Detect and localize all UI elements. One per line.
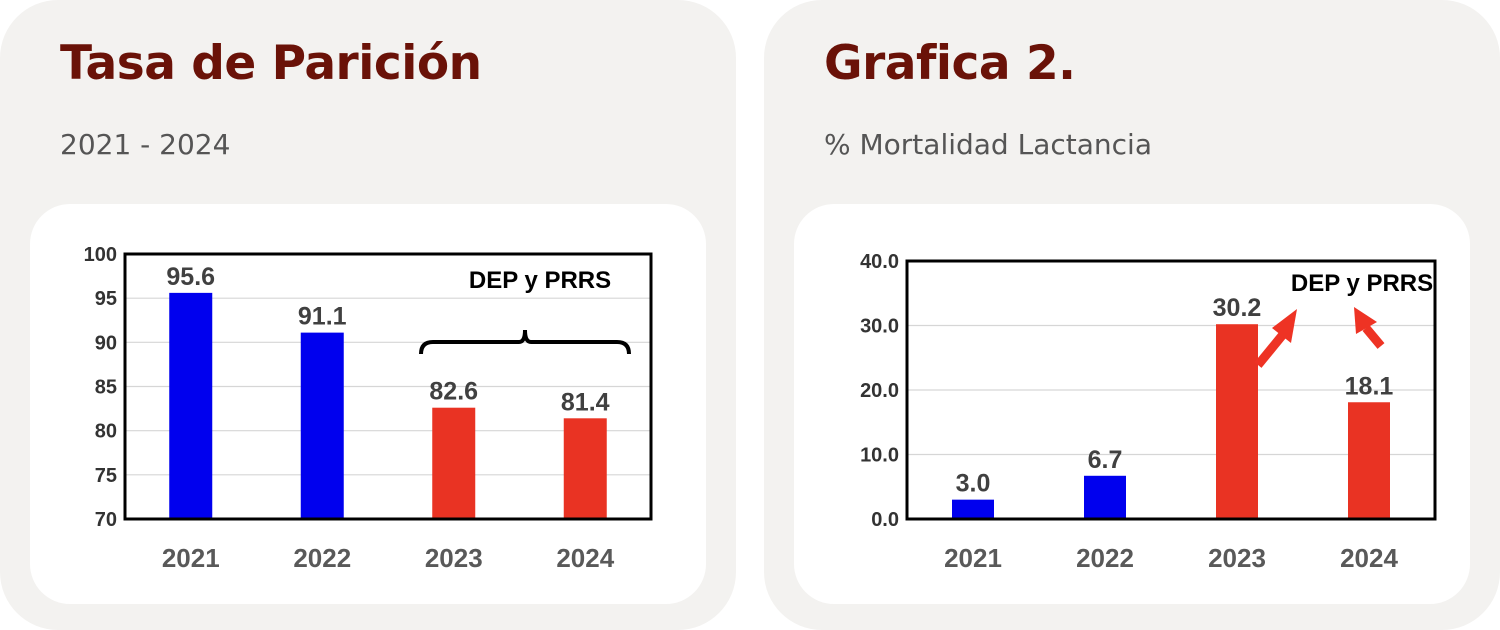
x-tick-label: 2023 <box>1208 543 1266 573</box>
chart-panel-tasa-paricion: Tasa de Parición 2021 - 2024 70 75 80 85 90 9… <box>0 0 736 630</box>
annotation-arrow-shaft <box>1254 329 1289 368</box>
y-tick-label: 90 <box>95 332 117 354</box>
y-tick-label: 70 <box>95 509 117 531</box>
data-label: 3.0 <box>956 470 991 498</box>
panel-title: Grafica 2. <box>824 36 1076 91</box>
data-label: 91.1 <box>298 303 347 331</box>
x-tick-label: 2021 <box>944 543 1002 573</box>
annotation-arrow-head <box>1354 307 1377 334</box>
y-tick-label: 10.0 <box>860 445 899 467</box>
annotation-label: DEP y PRRS <box>1291 270 1433 297</box>
annotation-arrow-shaft <box>1362 325 1385 349</box>
bar <box>432 407 476 519</box>
y-tick-label: 80 <box>95 421 117 443</box>
annotation-label: DEP y PRRS <box>469 267 611 294</box>
bar <box>1216 324 1258 519</box>
y-tick-label: 75 <box>95 465 117 487</box>
x-tick-label: 2022 <box>1076 543 1134 573</box>
bar <box>300 332 344 519</box>
data-label: 81.4 <box>561 388 610 416</box>
data-label: 95.6 <box>166 263 215 291</box>
data-label: 30.2 <box>1213 294 1262 322</box>
x-tick-label: 2023 <box>425 543 483 573</box>
x-tick-label: 2022 <box>293 543 351 573</box>
y-tick-label: 20.0 <box>860 380 899 402</box>
data-label: 82.6 <box>429 378 478 406</box>
data-label: 18.1 <box>1345 372 1394 400</box>
panel-title: Tasa de Parición <box>60 36 482 91</box>
plot-frame <box>123 252 653 521</box>
x-tick-label: 2024 <box>1340 543 1398 573</box>
panel-subtitle: % Mortalidad Lactancia <box>824 128 1152 161</box>
y-tick-label: 95 <box>95 288 117 310</box>
panel-subtitle: 2021 - 2024 <box>60 128 231 161</box>
bar-chart-mortalidad-lactancia: 0.0 10.0 20.0 30.0 40.0 3.0 2021 6.7 2022 30.2 202… <box>860 251 1437 573</box>
y-tick-label: 0.0 <box>871 509 899 531</box>
bar <box>563 418 607 519</box>
chart-panel-mortalidad-lactancia: Grafica 2. % Mortalidad Lactancia 0.0 10.… <box>764 0 1500 630</box>
bar <box>1348 402 1390 519</box>
x-tick-label: 2024 <box>556 543 614 573</box>
bar <box>952 499 994 519</box>
plot-frame <box>905 259 1437 521</box>
annotation-arrow-head <box>1272 309 1297 343</box>
y-tick-label: 40.0 <box>860 251 899 273</box>
data-label: 6.7 <box>1088 446 1123 474</box>
chart-card: 0.0 10.0 20.0 30.0 40.0 3.0 2021 6.7 2022 30.2 202… <box>794 204 1470 604</box>
annotation-brace <box>419 329 631 355</box>
bar <box>169 292 213 519</box>
x-tick-label: 2021 <box>162 543 220 573</box>
bar-chart-tasa-paricion: 70 75 80 85 90 95 100 95.6 2021 91.1 2022 82.6 2023 8… <box>84 244 653 573</box>
bar <box>1084 475 1126 519</box>
y-tick-label: 85 <box>95 377 117 399</box>
y-tick-label: 100 <box>84 244 117 266</box>
chart-card: 70 75 80 85 90 95 100 95.6 2021 91.1 2022 82.6 2023 8… <box>30 204 706 604</box>
y-tick-label: 30.0 <box>860 316 899 338</box>
